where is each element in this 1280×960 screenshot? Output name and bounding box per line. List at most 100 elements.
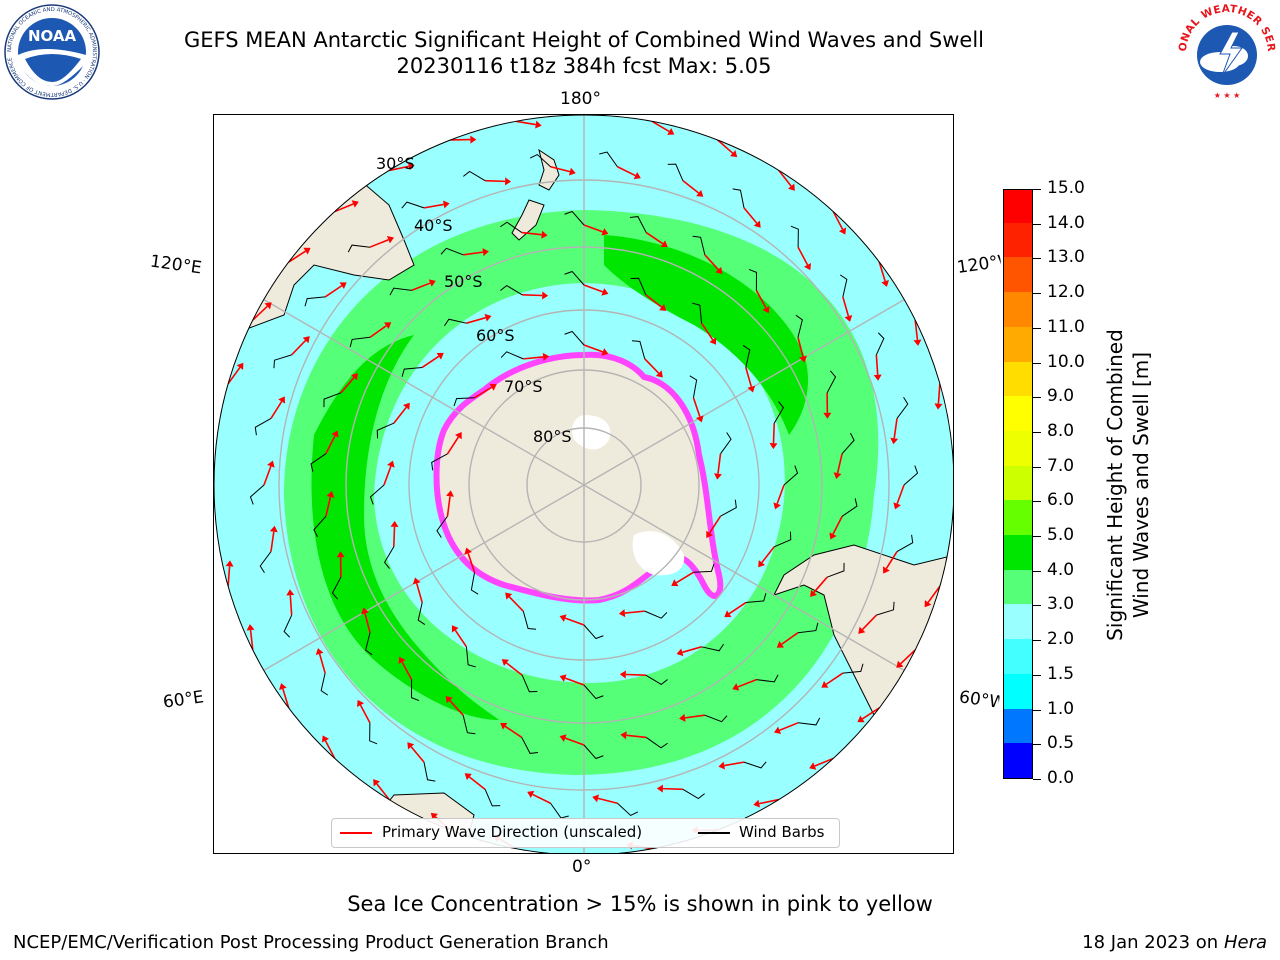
wind-barb [465,646,476,668]
wave-arrow-head [924,600,932,608]
wave-arrow-shaft [564,737,585,746]
wind-barb [693,563,715,573]
date-stamp: 18 Jan 2023 on Hera [1082,932,1267,953]
wave-arrow-head [373,779,381,787]
wave-arrow-shaft [624,610,645,614]
colorbar-tick-label: 9.0 [1047,386,1075,407]
wave-arrow-shaft [508,596,524,612]
wave-arrow-head [676,648,684,657]
wave-arrow-head [505,592,513,600]
wave-arrow-shaft [324,740,336,759]
wave-arrow-shaft [393,406,407,424]
wave-arrow-shaft [474,386,493,399]
wave-arrow-head [758,560,766,568]
wave-arrow-shaft [717,139,734,154]
wave-arrow-shaft [249,629,254,651]
wave-arrow-shaft [522,293,543,297]
wind-barb [790,225,799,248]
wave-arrow-shaft [862,707,880,720]
wave-arrow-head [428,279,436,287]
colorbar [1003,189,1033,779]
wave-arrow-head [838,227,847,235]
lat-label-60s: 60°S [476,326,515,345]
wind-barb [629,216,647,233]
wind-barb [732,188,745,208]
wind-barb [651,848,674,853]
wind-barb [914,297,923,321]
wave-arrow-shaft [392,526,396,547]
wave-arrow-shaft [423,203,444,209]
wave-arrow-shaft [505,662,523,676]
colorbar-bin [1004,256,1032,293]
wave-arrow-shaft [583,224,604,233]
colorbar-tick-label: 12.0 [1047,282,1085,303]
wave-arrow-shaft [937,383,941,404]
wave-arrow-shaft [291,339,307,356]
wave-arrow-shaft [832,211,844,230]
wave-arrow-shaft [893,418,898,439]
wave-arrow-shaft [813,576,828,593]
wave-arrow-shaft [778,169,792,187]
wave-arrow-head [278,396,285,404]
wind-barb [841,432,855,454]
wave-arrow-head [225,560,234,567]
wind-barb [521,737,539,754]
map-legend: Primary Wave Direction (unscaled) Wind B… [331,818,840,848]
wind-barb [564,210,585,226]
wave-arrow-shaft [617,166,636,177]
noaa-logo-text: NOAA [28,27,77,45]
wind-barb [462,715,476,735]
colorbar-tick-label: 7.0 [1047,455,1075,476]
wave-arrow-head [810,589,818,597]
africa-land [214,764,300,821]
wave-arrow-shaft [861,614,877,631]
wave-arrow-head [601,348,609,356]
wind-barb [347,244,370,253]
wave-arrow-head [679,713,686,722]
wave-arrow-shaft [682,646,702,654]
wave-arrow-head [656,784,664,793]
wind-barb [748,268,757,291]
wind-barb [376,422,394,439]
wave-arrow-shaft [334,203,354,213]
wind-barb [630,277,647,295]
wave-arrow-head [659,303,667,311]
wave-arrow-shaft [724,761,745,767]
wave-arrow-head [773,502,781,510]
wave-arrow-head [709,337,717,345]
wave-arrow-head [542,291,549,300]
wave-arrow-shaft [564,617,585,626]
wave-arrow-shaft [927,585,941,603]
wave-arrow-shaft [252,305,268,321]
wave-arrow-head [706,530,713,538]
wave-arrow-shaft [446,496,451,517]
wave-arrow-shaft [842,296,850,317]
wave-arrow-shaft [263,465,272,486]
wind-barb [383,546,395,569]
wave-arrow-head [730,150,738,158]
legend-wave-direction-swatch [340,832,372,834]
wave-arrow-shaft [692,397,701,417]
wave-arrow-head [823,412,832,419]
colorbar-tick-mark [1033,293,1041,295]
wave-arrow-head [821,680,829,688]
wave-arrow-head [326,491,335,498]
wind-barb [645,674,668,686]
wave-arrow-shaft [364,613,371,633]
wave-arrow-head [407,742,415,750]
wave-arrow-head [913,339,922,346]
wave-arrow-head [412,577,421,585]
colorbar-tick-label: 1.5 [1047,663,1075,684]
wave-arrow-shaft [797,246,809,266]
wind-barb [331,576,342,600]
wind-barb [349,336,371,348]
wave-arrow-shaft [521,231,542,236]
wave-arrow-head [896,660,904,668]
wave-arrow-head [844,315,853,322]
wind-barb [444,318,467,327]
wind-barb [323,392,342,408]
wave-arrow-head [829,532,837,540]
wind-barb [273,354,292,369]
wind-barb [645,737,668,749]
wind-barb [369,484,385,505]
